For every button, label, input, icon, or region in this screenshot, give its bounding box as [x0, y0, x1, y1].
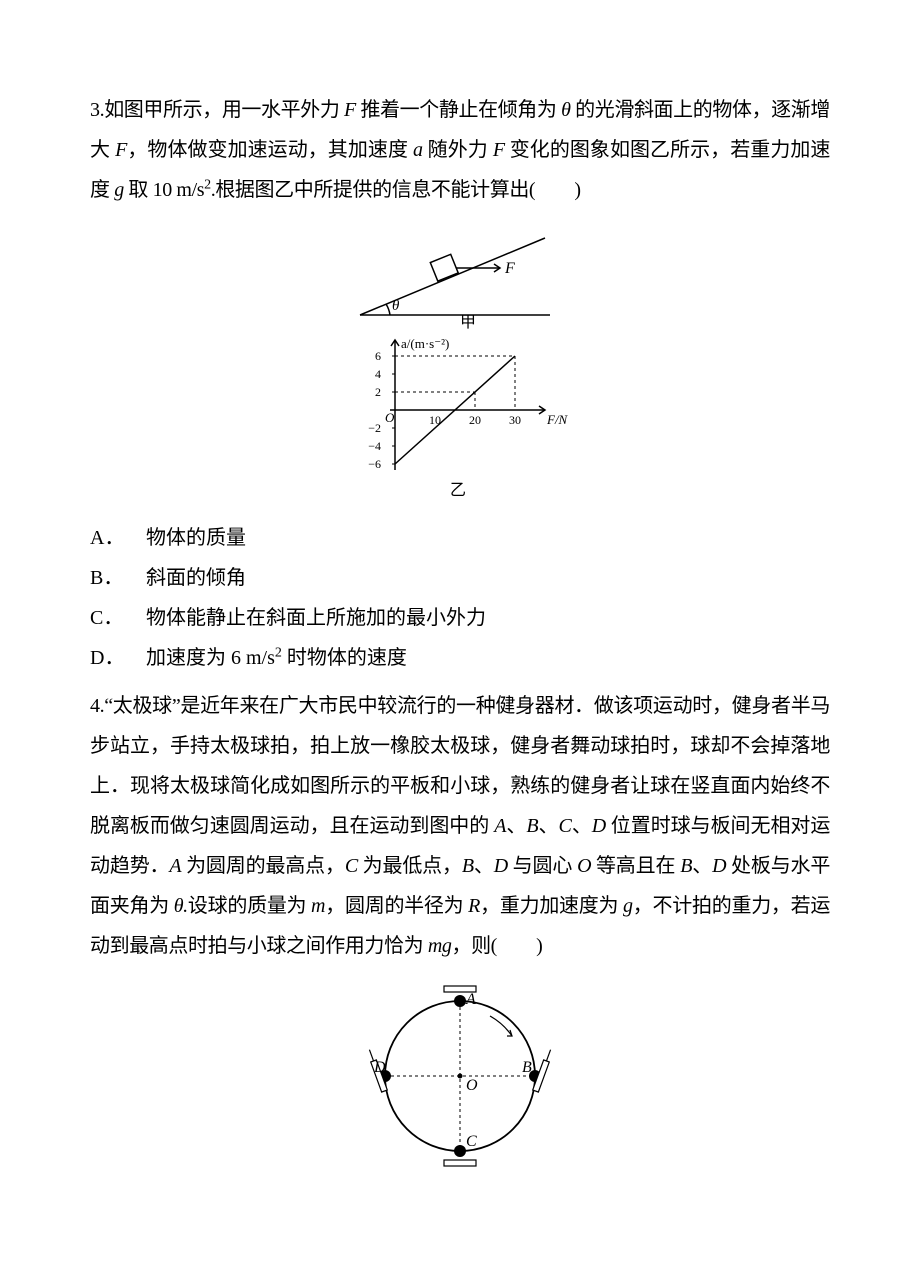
q3-F2: F: [115, 139, 127, 161]
q4-g: g: [623, 895, 633, 917]
jia-caption: 甲: [460, 314, 476, 330]
q4-t4: 为最低点，: [358, 855, 462, 877]
yi-ylabel: a/(m·s⁻²): [401, 336, 449, 351]
yi-yt-4: 4: [375, 367, 381, 381]
yi-yt-m6: −6: [368, 457, 381, 471]
jia-theta-label: θ: [392, 298, 400, 314]
yi-caption: 乙: [450, 482, 466, 499]
yi-yt-m2: −2: [368, 421, 381, 435]
q3-B-text: 斜面的倾角: [146, 560, 830, 596]
q3-figures: F θ 甲: [90, 220, 830, 500]
q3-a: a: [413, 139, 423, 161]
q4-mg: mg: [428, 935, 452, 957]
q4-C2: C: [345, 855, 358, 877]
q3-F1: F: [344, 99, 356, 121]
q4-D: D: [592, 815, 606, 837]
q4-label-A: A: [465, 991, 476, 1008]
q4-stem: 4.“太极球”是近年来在广大市民中较流行的一种健身器材．做该项运动时，健身者半马…: [90, 686, 830, 966]
q4-label-D: D: [373, 1059, 386, 1076]
yi-origin: O: [385, 410, 395, 425]
q4-B3: B: [680, 855, 692, 877]
q4-D3: D: [712, 855, 726, 877]
q4-t12: ，则( ): [451, 935, 542, 957]
q3-C-letter: C．: [90, 600, 146, 636]
yi-xlabel: F/N: [546, 412, 569, 427]
q3-t7: 取 10 m/s: [124, 179, 204, 201]
q4-label-O: O: [466, 1077, 478, 1094]
yi-xt-10: 10: [429, 413, 441, 427]
q3-t2: 推着一个静止在倾角为: [356, 99, 561, 121]
yi-yt-6: 6: [375, 349, 381, 363]
q3-t1: 如图甲所示，用一水平外力: [104, 99, 344, 121]
q3-theta1: θ: [561, 99, 570, 121]
q3-D-letter: D．: [90, 640, 146, 676]
yi-xt-30: 30: [509, 413, 521, 427]
q3-diagram-jia: F θ 甲: [350, 220, 570, 330]
q4-A: A: [494, 815, 506, 837]
yi-xt-20: 20: [469, 413, 481, 427]
q3-option-B: B． 斜面的倾角: [90, 560, 830, 596]
q3-stem: 3.如图甲所示，用一水平外力 F 推着一个静止在倾角为 θ 的光滑斜面上的物体，…: [90, 90, 830, 210]
q3-options: A． 物体的质量 B． 斜面的倾角 C． 物体能静止在斜面上所施加的最小外力 D…: [90, 520, 830, 676]
q4-t6: 等高且在: [591, 855, 680, 877]
q3-g: g: [114, 179, 124, 201]
q4-t3: 为圆周的最高点，: [181, 855, 345, 877]
q3-sq: 2: [204, 177, 211, 192]
q4-figure: A B C D O: [90, 976, 830, 1176]
q3-diagram-yi: a/(m·s⁻²) F/N O 6 4 2 −2 −4 −6 10 20 30 …: [345, 330, 575, 500]
q4-D2: D: [494, 855, 508, 877]
q3-A-letter: A．: [90, 520, 146, 556]
q3-t4: ，物体做变加速运动，其加速度: [127, 139, 413, 161]
q3-option-D: D． 加速度为 6 m/s2 时物体的速度: [90, 640, 830, 676]
q3-number: 3.: [90, 99, 104, 121]
q4-number: 4.: [90, 695, 104, 717]
q4-A2: A: [169, 855, 181, 877]
q4-diagram-circle: A B C D O: [350, 976, 570, 1176]
q4-O: O: [577, 855, 591, 877]
q3-D-text: 加速度为 6 m/s2 时物体的速度: [146, 640, 830, 676]
q3-t8: .根据图乙中所提供的信息不能计算出( ): [211, 179, 581, 201]
q4-t9: ，圆周的半径为: [325, 895, 468, 917]
q4-label-C: C: [466, 1133, 477, 1150]
q3-B-letter: B．: [90, 560, 146, 596]
q4-B2: B: [462, 855, 474, 877]
q4-label-B: B: [522, 1059, 532, 1076]
q4-theta: θ.: [174, 895, 188, 917]
q4-t5: 与圆心: [508, 855, 577, 877]
q4-B: B: [526, 815, 538, 837]
q4-R: R: [468, 895, 480, 917]
q4-t10: ，重力加速度为: [480, 895, 623, 917]
q3-A-text: 物体的质量: [146, 520, 830, 556]
q3-C-text: 物体能静止在斜面上所施加的最小外力: [146, 600, 830, 636]
exam-page: 3.如图甲所示，用一水平外力 F 推着一个静止在倾角为 θ 的光滑斜面上的物体，…: [0, 0, 920, 1256]
q3-F3: F: [493, 139, 505, 161]
q3-t5: 随外力: [423, 139, 493, 161]
q3-option-A: A． 物体的质量: [90, 520, 830, 556]
yi-yt-m4: −4: [368, 439, 381, 453]
q3-option-C: C． 物体能静止在斜面上所施加的最小外力: [90, 600, 830, 636]
q4-C: C: [559, 815, 572, 837]
q4-m: m: [311, 895, 325, 917]
jia-F-label: F: [504, 260, 515, 277]
q4-t8: 设球的质量为: [188, 895, 311, 917]
yi-yt-2: 2: [375, 385, 381, 399]
